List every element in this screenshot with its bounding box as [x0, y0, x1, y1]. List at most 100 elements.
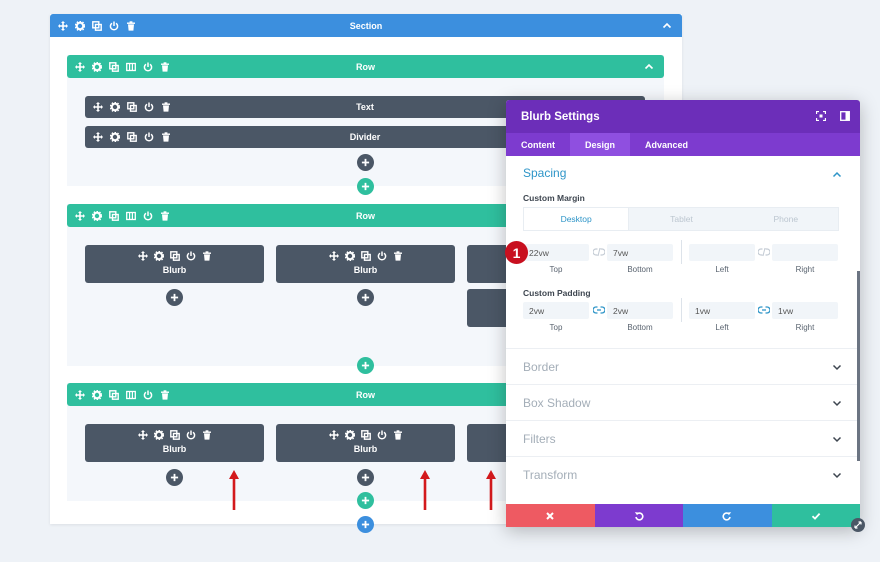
tab-content[interactable]: Content	[521, 139, 555, 150]
blurb-module[interactable]: Blurb	[85, 245, 264, 283]
tab-advanced[interactable]: Advanced	[645, 139, 689, 150]
link-icon[interactable]	[758, 247, 770, 257]
fullscreen-icon[interactable]	[816, 111, 826, 121]
row-1-header[interactable]: Row	[67, 55, 664, 78]
gear-icon[interactable]	[345, 251, 355, 261]
resize-handle[interactable]	[851, 518, 865, 532]
duplicate-icon[interactable]	[109, 211, 119, 221]
margin-right-input[interactable]	[772, 244, 838, 261]
power-icon[interactable]	[144, 102, 154, 112]
move-icon[interactable]	[138, 251, 148, 261]
power-icon[interactable]	[109, 21, 119, 31]
power-icon[interactable]	[143, 390, 153, 400]
add-row-button[interactable]	[357, 357, 374, 374]
columns-icon[interactable]	[126, 390, 136, 400]
move-icon[interactable]	[138, 430, 148, 440]
gear-icon[interactable]	[154, 251, 164, 261]
move-icon[interactable]	[93, 132, 103, 142]
link-icon[interactable]	[758, 305, 770, 315]
margin-bottom-input[interactable]: 7vw	[607, 244, 673, 261]
duplicate-icon[interactable]	[170, 430, 180, 440]
power-icon[interactable]	[143, 62, 153, 72]
trash-icon[interactable]	[126, 21, 136, 31]
padding-top-input[interactable]: 2vw	[523, 302, 589, 319]
gear-icon[interactable]	[110, 132, 120, 142]
chevron-up-icon[interactable]	[644, 62, 654, 72]
gear-icon[interactable]	[154, 430, 164, 440]
device-tab-desktop[interactable]: Desktop	[524, 208, 630, 230]
move-icon[interactable]	[75, 62, 85, 72]
power-icon[interactable]	[377, 430, 387, 440]
gear-icon[interactable]	[75, 21, 85, 31]
columns-icon[interactable]	[126, 62, 136, 72]
trash-icon[interactable]	[202, 251, 212, 261]
duplicate-icon[interactable]	[109, 390, 119, 400]
device-tab-tablet[interactable]: Tablet	[629, 208, 734, 230]
gear-icon[interactable]	[110, 102, 120, 112]
margin-top-input[interactable]: 22vw	[523, 244, 589, 261]
trash-icon[interactable]	[160, 62, 170, 72]
move-icon[interactable]	[58, 21, 68, 31]
section-header[interactable]: Section	[50, 14, 682, 37]
duplicate-icon[interactable]	[170, 251, 180, 261]
redo-button[interactable]	[683, 504, 772, 527]
move-icon[interactable]	[93, 102, 103, 112]
blurb-module[interactable]: Blurb	[85, 424, 264, 462]
add-row-button[interactable]	[357, 178, 374, 195]
padding-bottom-input[interactable]: 2vw	[607, 302, 673, 319]
blurb-module[interactable]: Blurb	[276, 245, 455, 283]
blurb-module[interactable]: Blurb	[276, 424, 455, 462]
modal-header[interactable]: Blurb Settings	[506, 100, 860, 133]
move-icon[interactable]	[75, 390, 85, 400]
link-icon[interactable]	[593, 247, 605, 257]
add-module-button[interactable]	[166, 289, 183, 306]
gear-icon[interactable]	[92, 62, 102, 72]
move-icon[interactable]	[329, 430, 339, 440]
save-button[interactable]	[771, 504, 860, 527]
trash-icon[interactable]	[160, 390, 170, 400]
duplicate-icon[interactable]	[361, 251, 371, 261]
add-module-button[interactable]	[357, 154, 374, 171]
power-icon[interactable]	[144, 132, 154, 142]
undo-button[interactable]	[594, 504, 683, 527]
duplicate-icon[interactable]	[127, 132, 137, 142]
group-filters[interactable]: Filters	[506, 420, 860, 456]
trash-icon[interactable]	[161, 132, 171, 142]
group-border[interactable]: Border	[506, 348, 860, 384]
link-icon[interactable]	[593, 305, 605, 315]
move-icon[interactable]	[329, 251, 339, 261]
trash-icon[interactable]	[202, 430, 212, 440]
cancel-button[interactable]	[506, 504, 595, 527]
add-row-button[interactable]	[357, 492, 374, 509]
gear-icon[interactable]	[345, 430, 355, 440]
padding-left-input[interactable]: 1vw	[689, 302, 755, 319]
gear-icon[interactable]	[92, 211, 102, 221]
device-tab-phone[interactable]: Phone	[733, 208, 838, 230]
add-section-button[interactable]	[357, 516, 374, 533]
group-box-shadow[interactable]: Box Shadow	[506, 384, 860, 420]
power-icon[interactable]	[186, 430, 196, 440]
margin-left-input[interactable]	[689, 244, 755, 261]
power-icon[interactable]	[186, 251, 196, 261]
group-transform[interactable]: Transform	[506, 456, 860, 492]
gear-icon[interactable]	[92, 390, 102, 400]
power-icon[interactable]	[143, 211, 153, 221]
add-module-button[interactable]	[166, 469, 183, 486]
trash-icon[interactable]	[393, 251, 403, 261]
modal-scrollbar[interactable]	[857, 271, 860, 461]
trash-icon[interactable]	[393, 430, 403, 440]
chevron-up-icon[interactable]	[662, 21, 672, 31]
duplicate-icon[interactable]	[127, 102, 137, 112]
duplicate-icon[interactable]	[92, 21, 102, 31]
duplicate-icon[interactable]	[361, 430, 371, 440]
padding-right-input[interactable]: 1vw	[772, 302, 838, 319]
move-icon[interactable]	[75, 211, 85, 221]
tab-design[interactable]: Design	[570, 133, 631, 156]
spacing-group-title[interactable]: Spacing	[523, 166, 567, 180]
sidebar-toggle-icon[interactable]	[840, 111, 850, 121]
add-module-button[interactable]	[357, 289, 374, 306]
trash-icon[interactable]	[160, 211, 170, 221]
duplicate-icon[interactable]	[109, 62, 119, 72]
columns-icon[interactable]	[126, 211, 136, 221]
trash-icon[interactable]	[161, 102, 171, 112]
